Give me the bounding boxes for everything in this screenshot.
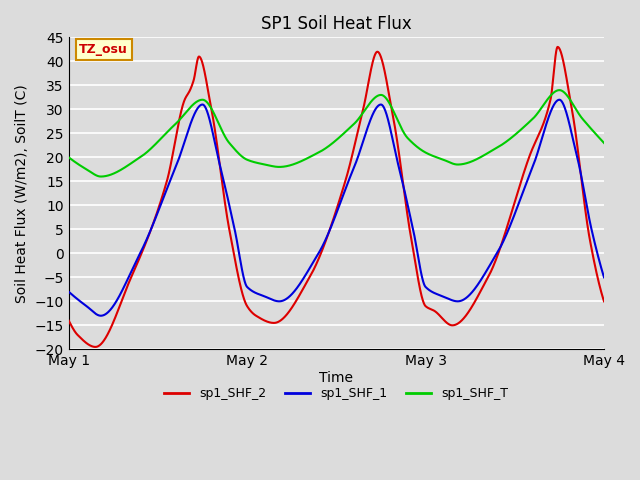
sp1_SHF_T [97, 174, 104, 180]
sp1_SHF_1 [126, 272, 134, 277]
sp1_SHF_1 [556, 97, 563, 103]
sp1_SHF_2 [92, 344, 99, 350]
Line: sp1_SHF_2: sp1_SHF_2 [68, 47, 604, 347]
sp1_SHF_2 [600, 299, 608, 304]
sp1_SHF_T [590, 129, 598, 135]
sp1_SHF_2 [270, 320, 278, 326]
Title: SP1 Soil Heat Flux: SP1 Soil Heat Flux [261, 15, 412, 33]
sp1_SHF_T [600, 140, 608, 146]
sp1_SHF_T [556, 87, 563, 93]
sp1_SHF_T [270, 164, 278, 169]
sp1_SHF_2 [158, 195, 166, 201]
sp1_SHF_1 [600, 275, 608, 280]
sp1_SHF_T [294, 160, 301, 166]
sp1_SHF_2 [532, 138, 540, 144]
sp1_SHF_2 [126, 277, 134, 283]
Line: sp1_SHF_T: sp1_SHF_T [68, 90, 604, 177]
Line: sp1_SHF_1: sp1_SHF_1 [68, 100, 604, 316]
sp1_SHF_2 [590, 257, 598, 263]
sp1_SHF_T [126, 161, 134, 167]
X-axis label: Time: Time [319, 371, 353, 385]
sp1_SHF_T [65, 155, 72, 160]
sp1_SHF_T [532, 112, 540, 118]
sp1_SHF_2 [294, 296, 301, 302]
sp1_SHF_1 [294, 285, 301, 290]
sp1_SHF_1 [97, 313, 104, 319]
sp1_SHF_1 [65, 289, 72, 295]
Y-axis label: Soil Heat Flux (W/m2), SoilT (C): Soil Heat Flux (W/m2), SoilT (C) [15, 84, 29, 303]
sp1_SHF_2 [65, 318, 72, 324]
Legend: sp1_SHF_2, sp1_SHF_1, sp1_SHF_T: sp1_SHF_2, sp1_SHF_1, sp1_SHF_T [159, 383, 513, 406]
sp1_SHF_1 [270, 298, 278, 303]
sp1_SHF_2 [554, 44, 561, 50]
sp1_SHF_T [158, 135, 166, 141]
sp1_SHF_1 [590, 236, 598, 242]
sp1_SHF_1 [532, 155, 540, 160]
sp1_SHF_1 [158, 200, 166, 205]
Text: TZ_osu: TZ_osu [79, 43, 128, 56]
